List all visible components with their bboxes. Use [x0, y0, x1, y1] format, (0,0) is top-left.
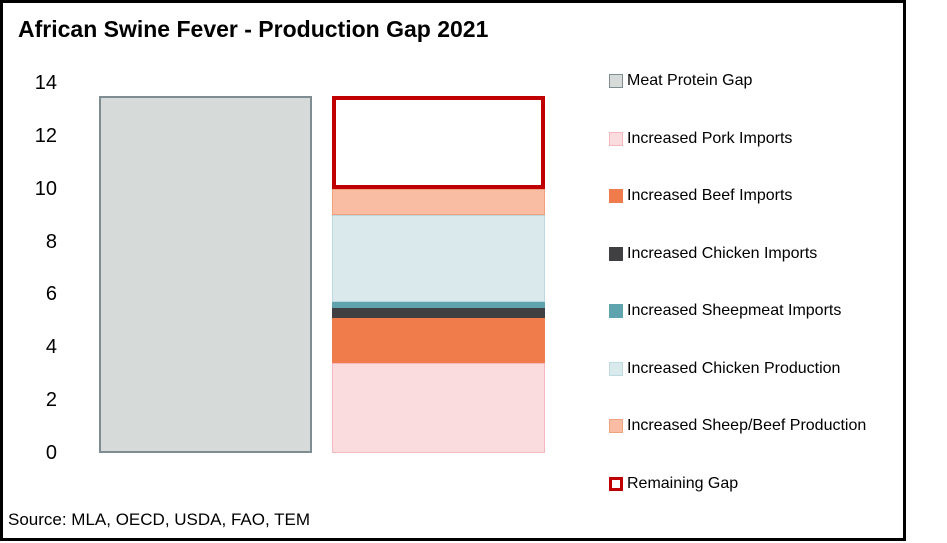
legend-item-increased-beef-imports: Increased Beef Imports — [609, 184, 792, 208]
legend-swatch-remaining-gap-icon — [609, 476, 623, 491]
legend-item-increased-chicken-production: Increased Chicken Production — [609, 357, 840, 381]
y-axis-tick-label-2: 2 — [45, 389, 57, 412]
legend-label: Increased Chicken Production — [627, 359, 841, 377]
legend-item-meat-protein-gap: Meat Protein Gap — [609, 69, 752, 93]
legend-swatch-increased-sheepmeat-imports-icon — [609, 304, 623, 318]
legend-label: Increased Pork Imports — [627, 129, 793, 147]
legend-label: Increased Sheepmeat Imports — [627, 302, 842, 319]
legend-swatch-increased-chicken-imports-icon — [609, 246, 623, 261]
legend-item-increased-sheep-beef-production: Increased Sheep/Beef Production — [609, 414, 866, 438]
source-note: Source: MLA, OECD, USDA, FAO, TEM — [8, 510, 310, 529]
bar-segment-increased-sheepmeat-imports — [332, 302, 545, 308]
legend-item-increased-sheepmeat-imports: Increased Sheepmeat Imports — [609, 299, 841, 323]
y-axis-tick-label-10: 10 — [34, 177, 57, 200]
legend-label: Remaining Gap — [627, 474, 739, 492]
legend-swatch-increased-pork-imports-icon — [609, 131, 623, 146]
bar-segment-increased-pork-imports — [332, 363, 545, 453]
bar-segment-increased-chicken-imports — [332, 307, 545, 319]
legend-label: Increased Sheep/Beef Production — [627, 417, 867, 434]
legend-item-remaining-gap: Remaining Gap — [609, 472, 738, 496]
y-axis-tick-label-14: 14 — [34, 72, 57, 94]
legend-swatch-meat-protein-gap-icon — [609, 74, 623, 88]
legend-label: Increased Beef Imports — [627, 187, 793, 204]
y-axis-tick-label-6: 6 — [45, 283, 57, 306]
bar-segment-increased-beef-imports — [332, 318, 545, 364]
chart-title: African Swine Fever - Production Gap 202… — [18, 16, 489, 42]
y-axis-tick-label-0: 0 — [45, 442, 57, 464]
legend-swatch-increased-sheep-beef-production-icon — [609, 419, 623, 433]
bar-segment-increased-sheep-beef-production — [332, 188, 545, 216]
legend-label: Increased Chicken Imports — [627, 244, 818, 262]
bar-segment-increased-chicken-production — [332, 215, 545, 303]
y-axis-tick-label-8: 8 — [45, 230, 57, 253]
legend-item-increased-pork-imports: Increased Pork Imports — [609, 127, 792, 151]
bar-segment-remaining-gap — [332, 96, 545, 189]
legend-swatch-increased-beef-imports-icon — [609, 189, 623, 203]
bar-segment-meat-protein-gap — [99, 96, 312, 453]
legend-swatch-increased-chicken-production-icon — [609, 361, 623, 376]
y-axis-tick-label-12: 12 — [34, 124, 57, 147]
legend-label: Meat Protein Gap — [627, 72, 753, 89]
y-axis-tick-label-4: 4 — [45, 336, 57, 359]
legend-item-increased-chicken-imports: Increased Chicken Imports — [609, 242, 817, 266]
